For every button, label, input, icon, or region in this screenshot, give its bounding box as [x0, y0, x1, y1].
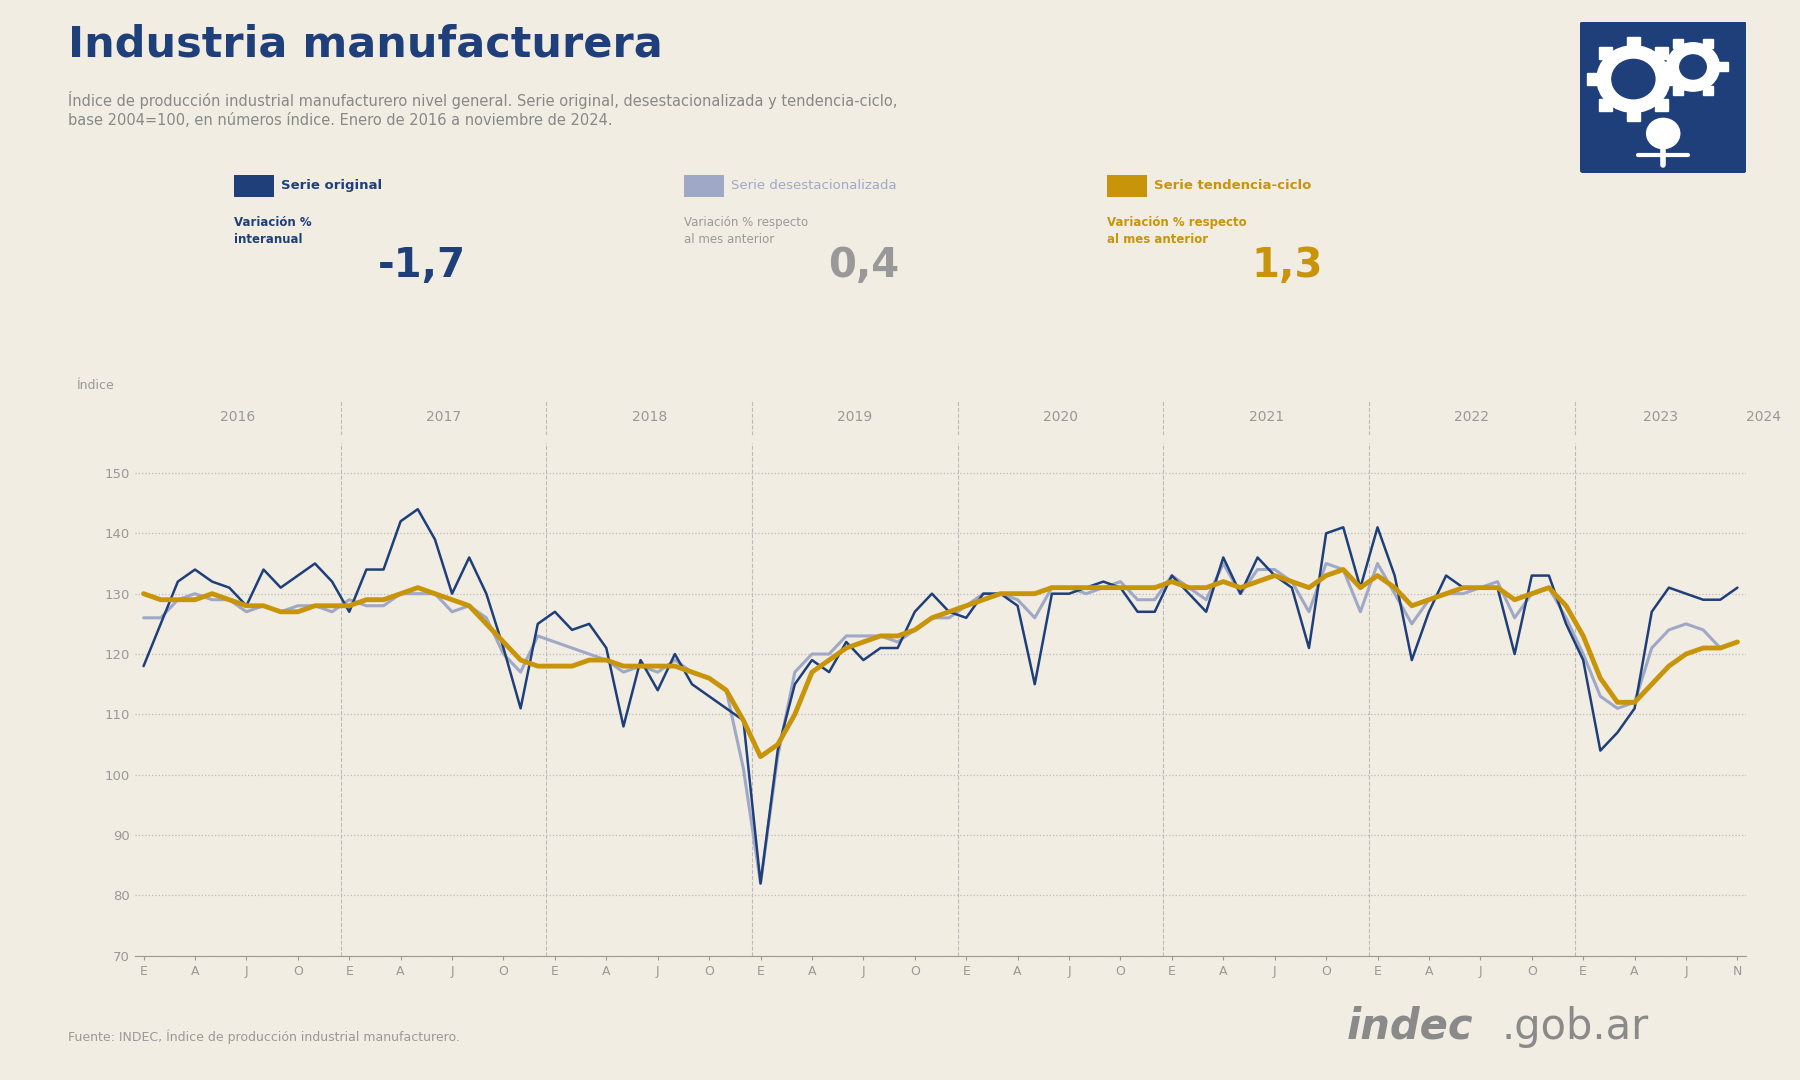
Text: 2023: 2023: [1643, 410, 1678, 424]
Bar: [1598, 48, 1613, 59]
Circle shape: [1597, 45, 1670, 112]
Text: Variación %
interanual: Variación % interanual: [234, 216, 311, 246]
Text: 2016: 2016: [220, 410, 256, 424]
Text: 2021: 2021: [1249, 410, 1283, 424]
Bar: [1654, 48, 1669, 59]
Text: 2017: 2017: [427, 410, 461, 424]
Bar: [1667, 73, 1679, 85]
Text: Serie tendencia-ciclo: Serie tendencia-ciclo: [1154, 179, 1310, 192]
Text: 2022: 2022: [1454, 410, 1489, 424]
Text: Índice: Índice: [77, 379, 113, 392]
Text: -1,7: -1,7: [378, 246, 466, 286]
Bar: [1674, 86, 1683, 95]
Bar: [1717, 63, 1728, 71]
Bar: [1627, 109, 1640, 121]
Text: Serie desestacionalizada: Serie desestacionalizada: [731, 179, 896, 192]
Bar: [1703, 86, 1714, 95]
Circle shape: [1647, 119, 1679, 149]
Text: Industria manufacturera: Industria manufacturera: [68, 24, 662, 66]
Text: 2018: 2018: [632, 410, 666, 424]
Bar: [1627, 37, 1640, 49]
Circle shape: [1679, 55, 1706, 79]
Circle shape: [1611, 59, 1654, 98]
Circle shape: [1667, 43, 1719, 91]
FancyBboxPatch shape: [1579, 21, 1748, 174]
Text: 1,3: 1,3: [1251, 246, 1323, 286]
Text: 2019: 2019: [837, 410, 873, 424]
Text: Serie original: Serie original: [281, 179, 382, 192]
Text: .gob.ar: .gob.ar: [1501, 1005, 1649, 1048]
Bar: [1588, 73, 1600, 85]
Bar: [1598, 98, 1613, 111]
Text: Fuente: INDEC, Índice de producción industrial manufacturero.: Fuente: INDEC, Índice de producción indu…: [68, 1030, 461, 1044]
Text: indec: indec: [1346, 1005, 1472, 1048]
Text: 0,4: 0,4: [828, 246, 900, 286]
Text: Variación % respecto
al mes anterior: Variación % respecto al mes anterior: [684, 216, 808, 246]
Text: Índice de producción industrial manufacturero nivel general. Serie original, des: Índice de producción industrial manufact…: [68, 91, 898, 109]
Text: base 2004=100, en números índice. Enero de 2016 a noviembre de 2024.: base 2004=100, en números índice. Enero …: [68, 113, 614, 129]
Text: 2024: 2024: [1746, 410, 1780, 424]
Bar: [1674, 39, 1683, 48]
Text: Variación % respecto
al mes anterior: Variación % respecto al mes anterior: [1107, 216, 1247, 246]
Bar: [1654, 98, 1669, 111]
Bar: [1658, 63, 1669, 71]
Bar: [1703, 39, 1714, 48]
Text: 2020: 2020: [1042, 410, 1078, 424]
